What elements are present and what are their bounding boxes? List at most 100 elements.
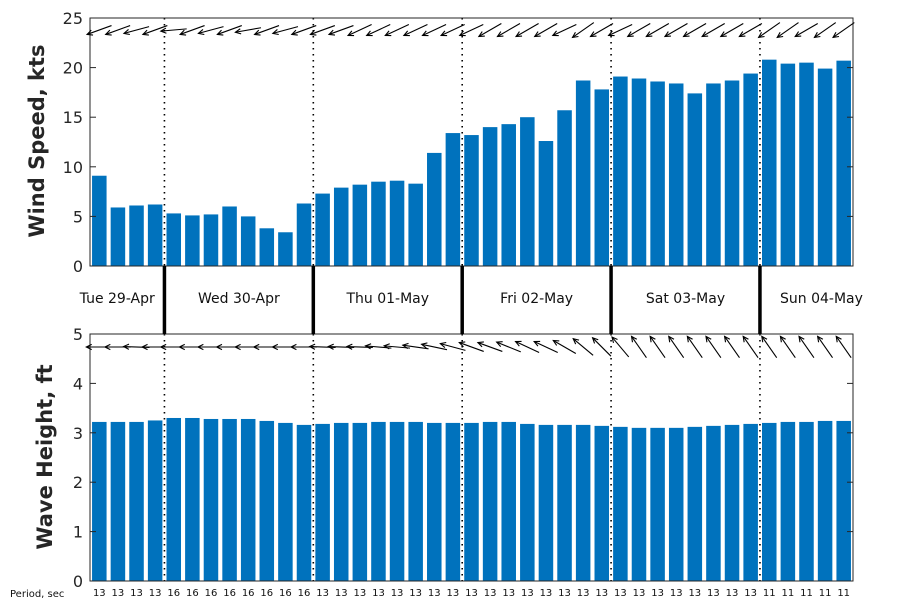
wave-bar <box>371 421 386 581</box>
wind-direction-arrow-icon <box>551 24 577 37</box>
wave-bar <box>110 421 126 581</box>
period-row: Period, sec 13 13 13 13 16 16 16 16 16 16 16 16 13 13… <box>10 588 850 600</box>
period-value: 13 <box>707 588 720 599</box>
wave-direction-arrow-icon <box>308 343 336 350</box>
wave-height-panel: 0 1 2 3 4 5 <box>73 325 854 591</box>
wave-bar <box>240 418 256 581</box>
wind-direction-arrow-icon <box>290 25 317 36</box>
wind-direction-arrow-icon <box>533 23 558 38</box>
period-value: 13 <box>726 588 739 599</box>
wind-bar <box>222 206 237 266</box>
wave-direction-arrow-icon <box>533 340 558 353</box>
wave-bar <box>445 422 461 581</box>
period-value: 16 <box>186 588 199 599</box>
wind-bar <box>706 83 721 266</box>
wind-direction-arrow-icon <box>141 25 168 36</box>
period-value: 13 <box>540 588 553 599</box>
day-label: Tue 29-Apr <box>79 291 155 307</box>
wave-direction-arrow-icon <box>779 335 796 358</box>
wind-bar <box>482 127 498 267</box>
wave-direction-arrow-icon <box>798 335 815 358</box>
day-label: Fri 02-May <box>500 291 573 307</box>
wind-direction-arrow-icon <box>663 23 688 38</box>
wind-direction-arrow-icon <box>104 25 131 36</box>
period-value: 11 <box>763 588 776 599</box>
day-label: Sun 04-May <box>780 291 863 307</box>
wind-direction-arrow-icon <box>477 23 502 38</box>
wind-bar <box>427 152 442 266</box>
wind-direction-arrow-icon <box>271 26 299 36</box>
wind-ytick-label: 0 <box>73 257 83 276</box>
wave-bar <box>668 427 684 581</box>
wind-bar <box>501 124 516 266</box>
wave-bar <box>129 421 144 581</box>
wind-bar <box>836 60 851 266</box>
wind-bar <box>557 110 572 266</box>
wind-direction-arrow-icon <box>514 23 539 38</box>
wind-direction-arrow-icon <box>719 23 744 38</box>
wave-direction-arrow-icon <box>611 336 630 358</box>
wave-bar <box>222 418 237 581</box>
wind-bar <box>762 59 777 266</box>
period-value: 13 <box>93 588 106 599</box>
wind-bar <box>668 83 684 266</box>
wind-bar <box>408 183 423 266</box>
wave-direction-arrow-icon <box>420 342 448 351</box>
wave-ytick-label: 3 <box>73 424 83 443</box>
wind-bar <box>743 73 758 266</box>
wind-direction-arrow-icon <box>496 23 521 38</box>
wind-direction-arrow-icon <box>216 25 242 36</box>
period-value: 11 <box>819 588 832 599</box>
wave-direction-arrow-icon <box>705 335 722 358</box>
period-value: 13 <box>372 588 385 599</box>
wind-direction-arrow-icon <box>85 25 112 36</box>
wind-direction-arrow-icon <box>458 24 484 37</box>
wind-bar <box>278 232 293 266</box>
wave-ytick-label: 0 <box>73 572 83 591</box>
wind-direction-arrow-icon <box>589 23 614 38</box>
wind-direction-arrow-icon <box>439 24 465 37</box>
wave-direction-arrow-icon <box>591 336 612 357</box>
wind-bar <box>613 76 628 266</box>
wave-bar <box>724 424 740 581</box>
wind-direction-arrow-icon <box>607 24 633 37</box>
wave-bar <box>333 422 349 581</box>
wind-bar <box>687 93 703 266</box>
wind-bar <box>240 216 256 266</box>
wind-bar <box>110 207 126 266</box>
wave-ytick-label: 1 <box>73 523 83 542</box>
period-value: 13 <box>502 588 515 599</box>
wind-bar <box>166 213 182 266</box>
wind-direction-arrow-icon <box>122 26 150 36</box>
period-value: 13 <box>391 588 404 599</box>
wave-direction-arrow-icon <box>401 342 429 350</box>
wave-bar <box>780 421 796 581</box>
wind-axes-frame <box>89 17 854 267</box>
wave-bar <box>408 421 423 581</box>
wave-direction-arrow-icon <box>572 337 594 356</box>
wave-direction-arrow-icon <box>761 335 778 358</box>
wave-direction-arrow-icon <box>326 343 355 350</box>
wave-bar <box>613 426 628 581</box>
period-value: 13 <box>670 588 683 599</box>
period-value: 13 <box>335 588 348 599</box>
wind-direction-arrow-icon <box>327 25 354 36</box>
wind-direction-arrow-icon <box>402 24 428 37</box>
wave-bar <box>352 422 368 581</box>
wave-bar <box>185 417 200 581</box>
period-value: 16 <box>260 588 273 599</box>
wind-ytick-label: 10 <box>63 158 83 177</box>
wave-direction-arrow-icon <box>668 335 685 358</box>
wave-ylabel: Wave Height, ft <box>33 364 57 549</box>
wind-bar <box>389 180 405 266</box>
wave-bar <box>538 424 554 581</box>
wave-bar <box>296 424 312 581</box>
wind-direction-arrow-icon <box>309 25 336 36</box>
wave-bar <box>278 422 293 581</box>
wind-bar <box>296 203 312 266</box>
period-value: 16 <box>279 588 292 599</box>
wind-bar <box>650 81 665 267</box>
wind-bar <box>594 89 610 266</box>
period-value: 11 <box>781 588 794 599</box>
wind-direction-arrow-icon <box>346 24 372 37</box>
